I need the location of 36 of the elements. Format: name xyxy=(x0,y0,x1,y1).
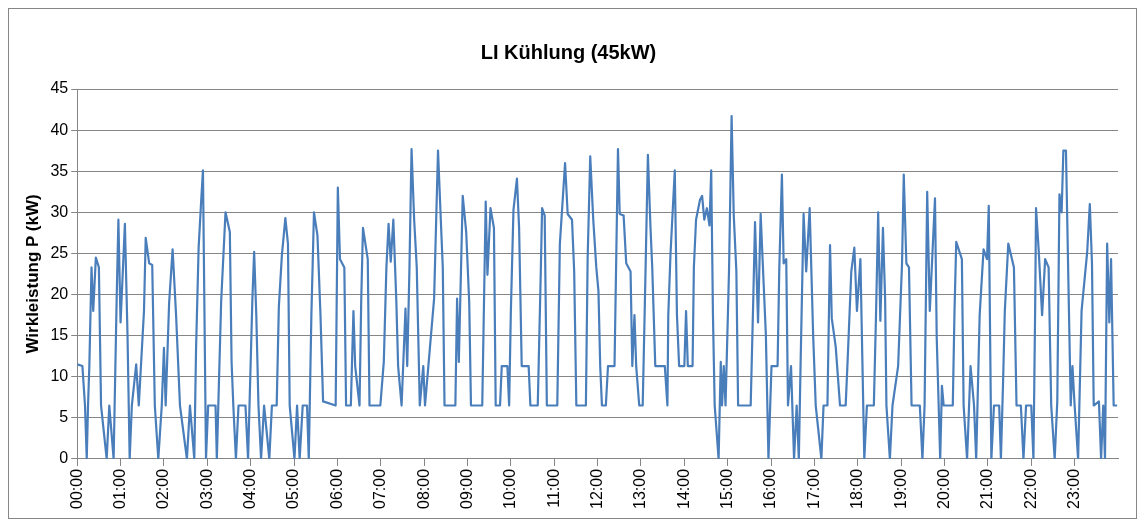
y-tick-label: 25 xyxy=(50,243,69,261)
x-tick-label: 02:00 xyxy=(154,468,172,510)
y-tick-label: 15 xyxy=(50,326,69,344)
y-tick-label: 45 xyxy=(50,79,69,97)
x-tick-label: 20:00 xyxy=(934,468,952,510)
x-tick-label: 21:00 xyxy=(978,468,996,510)
x-tick-label: 06:00 xyxy=(327,468,345,510)
x-tick-label: 13:00 xyxy=(631,468,649,510)
x-tick-label: 15:00 xyxy=(718,468,736,510)
y-tick-label: 40 xyxy=(50,120,69,138)
y-tick-label: 20 xyxy=(50,284,69,302)
x-tick-label: 22:00 xyxy=(1021,468,1039,510)
x-tick-label: 19:00 xyxy=(891,468,909,510)
x-tick-label: 17:00 xyxy=(804,468,822,510)
y-tick-label: 0 xyxy=(59,449,69,467)
x-tick-label: 23:00 xyxy=(1065,468,1083,510)
x-tick-label: 03:00 xyxy=(197,468,215,510)
x-tick-label: 11:00 xyxy=(544,468,562,508)
x-tick-label: 14:00 xyxy=(674,468,692,510)
y-tick-label: 35 xyxy=(50,161,69,179)
x-tick-label: 08:00 xyxy=(414,468,432,510)
y-tick-label: 30 xyxy=(50,202,69,220)
x-tick-label: 16:00 xyxy=(761,468,779,510)
x-tick-label: 09:00 xyxy=(457,468,475,510)
chart-title: LI Kühlung (45kW) xyxy=(480,40,657,63)
x-tick-label: 07:00 xyxy=(371,468,389,510)
x-tick-label: 12:00 xyxy=(588,468,605,510)
x-tick-label: 05:00 xyxy=(284,468,302,510)
y-axis-title: Wirkleistung P (kW) xyxy=(22,194,42,354)
x-tick-label: 10:00 xyxy=(501,468,519,510)
x-tick-label: 04:00 xyxy=(241,468,259,510)
y-tick-label: 10 xyxy=(50,367,69,385)
x-tick-label: 01:00 xyxy=(110,468,128,510)
y-tick-label: 5 xyxy=(59,408,69,426)
x-tick-label: 18:00 xyxy=(848,468,866,510)
x-tick-label: 00:00 xyxy=(67,468,85,510)
